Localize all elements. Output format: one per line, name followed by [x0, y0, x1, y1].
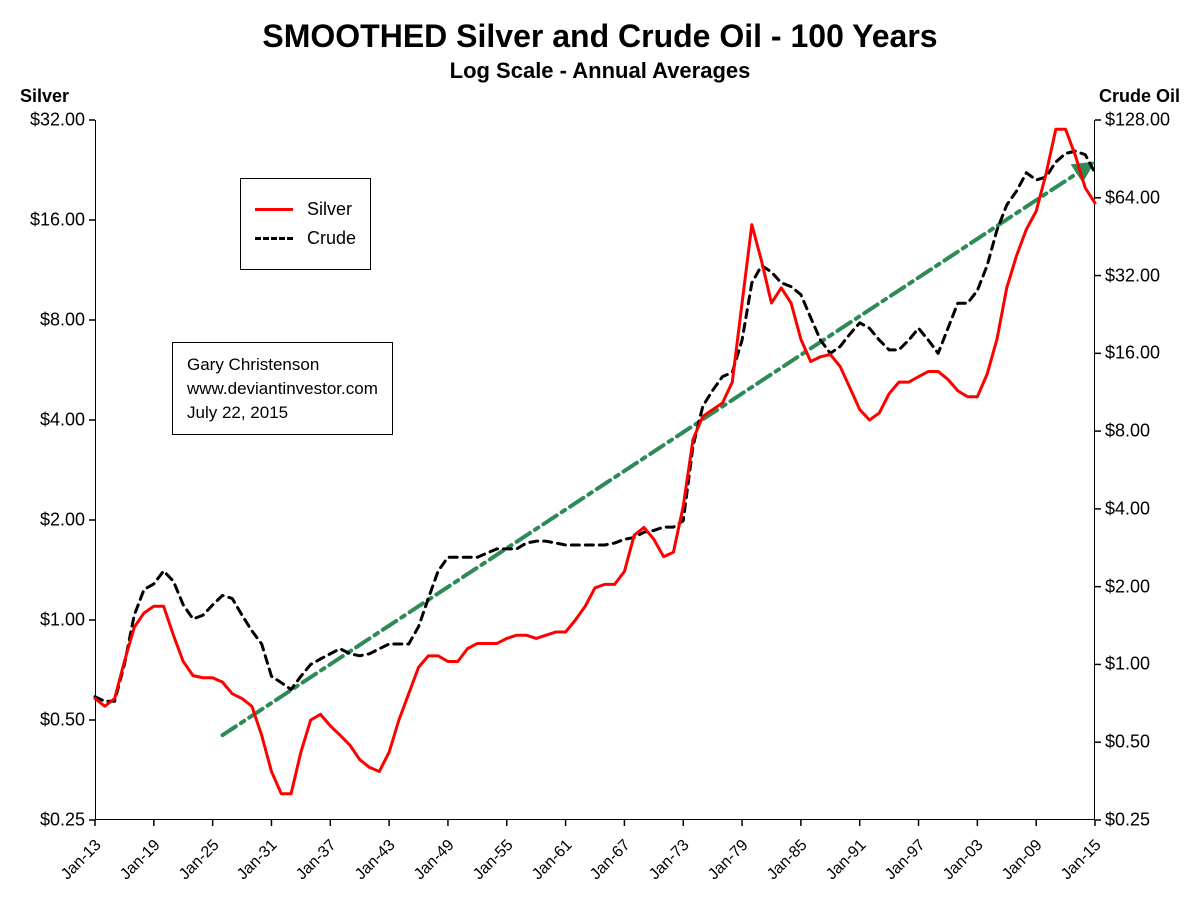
legend-label: Crude	[307, 228, 356, 249]
y-right-tick-label: $0.50	[1105, 732, 1185, 753]
chart-svg	[0, 0, 1200, 911]
y-left-tick-label: $8.00	[10, 310, 85, 331]
y-left-tick-label: $2.00	[10, 510, 85, 531]
y-right-tick-label: $128.00	[1105, 110, 1185, 131]
y-right-tick-label: $1.00	[1105, 654, 1185, 675]
attribution-line: July 22, 2015	[187, 401, 378, 425]
attribution-box: Gary Christensonwww.deviantinvestor.comJ…	[172, 342, 393, 435]
y-left-tick-label: $1.00	[10, 610, 85, 631]
legend-item: Silver	[255, 199, 356, 220]
y-left-tick-label: $0.50	[10, 710, 85, 731]
y-right-tick-label: $64.00	[1105, 187, 1185, 208]
y-left-tick-label: $32.00	[10, 110, 85, 131]
y-right-tick-label: $8.00	[1105, 421, 1185, 442]
y-left-tick-label: $4.00	[10, 410, 85, 431]
legend-item: Crude	[255, 228, 356, 249]
legend-swatch	[255, 237, 293, 240]
legend-swatch	[255, 208, 293, 211]
attribution-line: Gary Christenson	[187, 353, 378, 377]
y-left-tick-label: $16.00	[10, 210, 85, 231]
y-left-tick-label: $0.25	[10, 810, 85, 831]
chart-container: SMOOTHED Silver and Crude Oil - 100 Year…	[0, 0, 1200, 911]
y-right-tick-label: $32.00	[1105, 265, 1185, 286]
y-right-tick-label: $4.00	[1105, 498, 1185, 519]
y-right-tick-label: $2.00	[1105, 576, 1185, 597]
y-right-tick-label: $16.00	[1105, 343, 1185, 364]
y-right-tick-label: $0.25	[1105, 810, 1185, 831]
attribution-line: www.deviantinvestor.com	[187, 377, 378, 401]
legend-label: Silver	[307, 199, 352, 220]
legend: Silver Crude	[240, 178, 371, 270]
